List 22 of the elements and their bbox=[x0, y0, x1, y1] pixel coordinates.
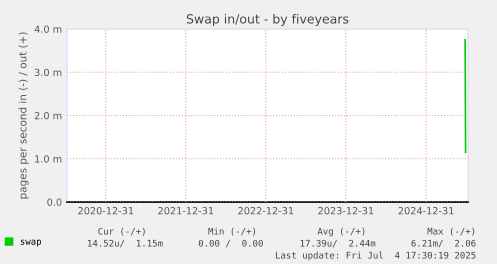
y-tick-label: 2.0 m bbox=[34, 112, 62, 120]
text: 0.00 / 0.00 bbox=[198, 240, 263, 248]
text: 6.21m/ 2.06 bbox=[411, 240, 476, 248]
legend-label: swap bbox=[20, 240, 42, 247]
x-tick-label: 2020-12-31 bbox=[78, 207, 134, 214]
text: Max (-/+) bbox=[428, 228, 474, 236]
x-tick-label: 2021-12-31 bbox=[158, 207, 214, 214]
x-tick-label: 2024-12-31 bbox=[398, 207, 454, 214]
text: Last update: Fri Jul 4 17:30:19 2025 bbox=[276, 252, 476, 260]
chart-title: Swap in/out - by fiveyears bbox=[186, 14, 348, 26]
y-tick-label: 0.0 bbox=[47, 198, 62, 206]
y-tick-label: 4.0 m bbox=[34, 25, 62, 33]
y-axis-title: pages per second in (-) / out (+) bbox=[18, 32, 29, 198]
x-tick-label: 2022-12-31 bbox=[238, 207, 294, 214]
text: Cur (-/+) bbox=[98, 228, 145, 236]
y-tick-label: 1.0 m bbox=[35, 155, 62, 163]
text: 14.52u/ 1.15m bbox=[88, 240, 163, 248]
x-tick-label: 2023-12-31 bbox=[318, 207, 374, 214]
text: Min (-/+) bbox=[208, 228, 256, 236]
text: Avg (-/+) bbox=[318, 228, 364, 236]
text: 17.39u/ 2.44m bbox=[300, 240, 376, 248]
y-tick-label: 3.0 m bbox=[34, 68, 62, 76]
